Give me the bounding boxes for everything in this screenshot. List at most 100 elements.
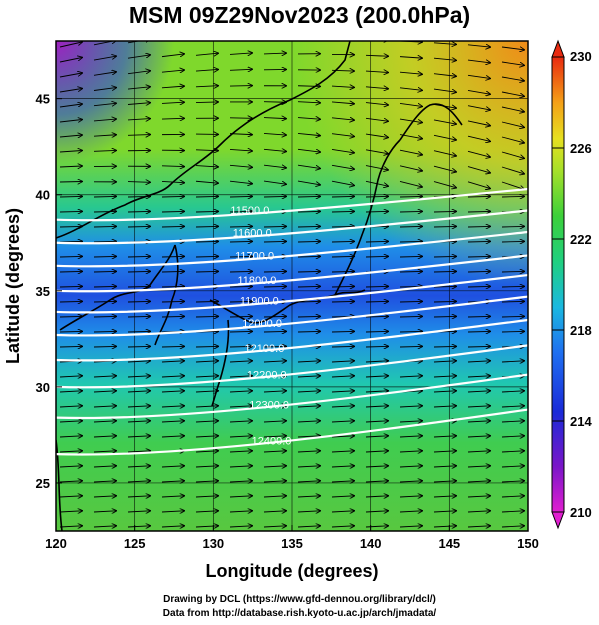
wind-arrow xyxy=(127,451,150,452)
wind-arrow xyxy=(263,286,286,287)
wind-arrow xyxy=(161,102,184,103)
wind-arrow xyxy=(467,181,490,189)
colorbar: 210 214 218 222 226 230 xyxy=(551,39,592,530)
wind-arrow xyxy=(263,196,286,197)
wind-arrow xyxy=(298,37,320,38)
wind-arrow xyxy=(331,496,354,497)
wind-arrow xyxy=(467,241,490,242)
wind-arrow xyxy=(59,151,82,153)
wind-arrow xyxy=(399,271,422,272)
wind-arrow xyxy=(93,391,116,392)
wind-arrow xyxy=(467,466,490,467)
wind-arrow xyxy=(161,181,184,182)
wind-arrow xyxy=(93,511,116,512)
wind-arrow xyxy=(467,316,490,317)
wind-arrow xyxy=(433,496,456,497)
wind-arrow xyxy=(433,526,456,527)
wind-arrow xyxy=(229,181,252,184)
wind-arrow xyxy=(263,511,286,512)
wind-arrow xyxy=(399,376,422,377)
wind-arrow xyxy=(93,241,116,242)
wind-arrow xyxy=(433,88,456,92)
wind-arrow xyxy=(467,361,490,362)
wind-arrow xyxy=(331,149,354,152)
height-contour xyxy=(56,230,528,268)
wind-arrow xyxy=(433,256,456,257)
wind-arrow xyxy=(365,361,388,362)
wind-arrow xyxy=(331,102,354,104)
contour-label: 11800.0 xyxy=(237,275,276,287)
wind-arrow xyxy=(195,241,218,242)
wind-arrow xyxy=(161,286,184,287)
wind-arrow xyxy=(365,149,388,154)
contour-label: 12000.0 xyxy=(242,318,282,330)
wind-arrow xyxy=(229,391,252,392)
wind-arrow xyxy=(127,301,150,302)
wind-arrow xyxy=(365,511,388,512)
wind-arrow xyxy=(501,181,524,189)
wind-arrow xyxy=(59,406,82,407)
wind-arrow xyxy=(127,481,150,482)
credit-line-1: Drawing by DCL (https://www.gfd-dennou.o… xyxy=(163,594,436,605)
wind-arrow xyxy=(196,37,218,40)
wind-arrow xyxy=(263,496,286,497)
wind-arrow xyxy=(161,301,184,302)
wind-arrow xyxy=(399,180,422,187)
wind-arrow xyxy=(467,481,490,482)
wind-arrow xyxy=(93,286,116,287)
wind-arrow xyxy=(467,166,490,173)
wind-arrow xyxy=(161,526,184,527)
colorbar-max-arrow xyxy=(551,39,565,58)
wind-arrow xyxy=(264,37,286,38)
wind-arrow xyxy=(161,271,184,272)
wind-arrow xyxy=(161,256,184,257)
wind-arrow xyxy=(433,271,456,272)
wind-arrow xyxy=(229,421,252,422)
wind-arrow xyxy=(229,316,252,317)
wind-arrow xyxy=(93,150,116,151)
wind-arrow xyxy=(501,361,524,362)
wind-arrow xyxy=(59,89,82,93)
wind-arrow xyxy=(161,391,184,392)
x-tick-label: 130 xyxy=(202,536,224,551)
wind-arrow xyxy=(399,436,422,437)
wind-arrow xyxy=(230,541,252,542)
contour-label: 11600.0 xyxy=(233,228,272,240)
x-tick-label: 145 xyxy=(438,536,460,551)
wind-arrow xyxy=(501,226,524,227)
contour-label: 12300.0 xyxy=(249,400,289,412)
wind-arrow xyxy=(229,286,252,287)
wind-arrow xyxy=(127,135,150,136)
wind-arrow xyxy=(263,165,286,168)
wind-arrow xyxy=(127,436,150,437)
wind-arrow xyxy=(195,511,218,512)
wind-arrow xyxy=(365,421,388,422)
wind-arrow xyxy=(59,526,82,527)
wind-arrow xyxy=(365,451,388,452)
wind-arrow xyxy=(229,376,252,377)
wind-arrow xyxy=(161,346,184,347)
wind-arrow xyxy=(365,196,388,197)
credit-line-2: Data from http://database.rish.kyoto-u.a… xyxy=(162,608,437,619)
y-tick-label: 25 xyxy=(36,476,50,491)
wind-arrow xyxy=(399,226,422,227)
wind-arrow xyxy=(297,164,320,168)
wind-arrow xyxy=(195,150,218,151)
wind-arrow xyxy=(263,118,286,119)
wind-arrow xyxy=(230,37,252,39)
wind-arrow xyxy=(297,180,320,185)
x-tick-label: 150 xyxy=(517,536,539,551)
wind-arrow xyxy=(263,53,286,54)
wind-arrow xyxy=(433,104,456,108)
contour-label: 11900.0 xyxy=(240,296,279,308)
wind-arrow xyxy=(331,134,354,137)
wind-arrow xyxy=(297,451,320,452)
wind-arrow xyxy=(127,511,150,512)
wind-arrow xyxy=(59,421,82,422)
wind-arrow xyxy=(297,241,320,242)
wind-arrow xyxy=(161,481,184,482)
wind-arrow xyxy=(331,241,354,242)
wind-arrow xyxy=(365,117,388,121)
wind-arrow xyxy=(433,391,456,392)
wind-arrow xyxy=(433,43,456,45)
